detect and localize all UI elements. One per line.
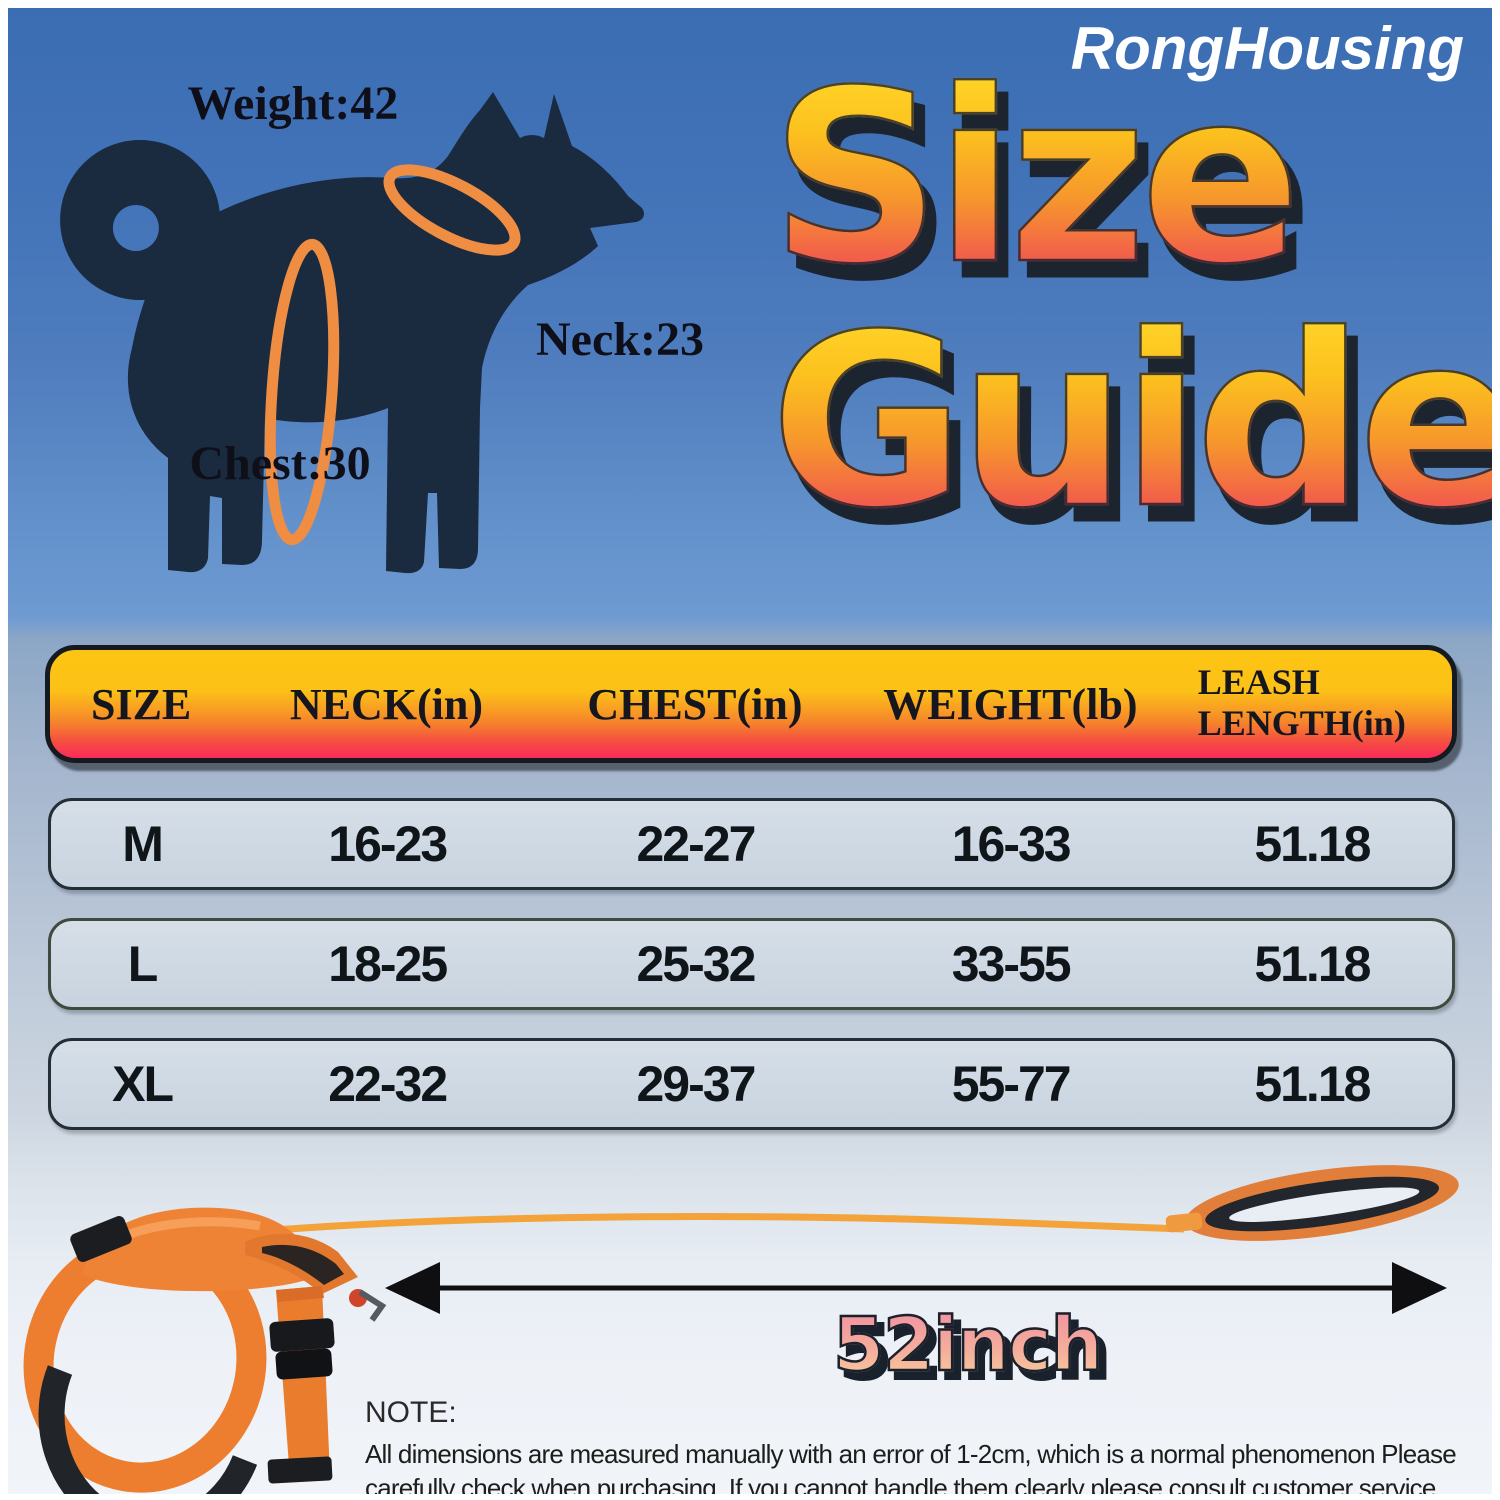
cell-chest: 22-27 — [636, 816, 757, 872]
size-table-header: SIZE NECK(in) CHEST(in) WEIGHT(lb) LEASH… — [45, 645, 1457, 763]
leash-length-shadow: 52inch — [838, 1314, 1112, 1392]
brand-logo-text: RongHousing — [1071, 14, 1464, 83]
harness-graphic — [23, 1207, 387, 1494]
cell-chest: 25-32 — [636, 936, 757, 992]
col-header-chest: CHEST(in) — [587, 679, 803, 729]
cell-neck: 16-23 — [328, 816, 448, 872]
table-row-l: L 18-25 25-32 33-55 51.18 — [48, 918, 1455, 1010]
cell-weight: 55-77 — [951, 1056, 1072, 1112]
leash-cord — [273, 1213, 1185, 1234]
title-size-fill: Size — [769, 40, 1303, 317]
table-row-m: M 16-23 22-27 16-33 51.18 — [48, 798, 1455, 890]
harness-strap-adjuster-bottom — [267, 1456, 333, 1484]
cell-size: XL — [112, 1056, 174, 1112]
dog-body — [127, 92, 644, 574]
title-guide-fill: Guide — [769, 284, 1492, 561]
cell-size: L — [127, 936, 159, 992]
cell-neck: 18-25 — [328, 936, 448, 992]
weight-measure-label: Weight:42 — [187, 77, 399, 130]
cell-leash: 51.18 — [1254, 1056, 1371, 1112]
cell-size: M — [122, 816, 164, 872]
cell-leash: 51.18 — [1254, 816, 1371, 872]
leash-clip — [1165, 1212, 1203, 1233]
neck-measure-label: Neck:23 — [536, 313, 704, 366]
harness-belly-strap — [276, 1286, 330, 1479]
harness-padding — [38, 1365, 258, 1494]
poster-canvas: RongHousing Size Size Guide Guide Weight… — [8, 8, 1492, 1494]
harness-buckle-top — [269, 1318, 335, 1352]
title-size-shadow: Size — [777, 72, 1314, 315]
dog-silhouette-diagram — [60, 92, 644, 574]
harness-carabiner — [358, 1289, 387, 1322]
size-table-body: M 16-23 22-27 16-33 51.18 L 18-25 25-32 … — [48, 798, 1455, 1158]
title-size: Size Size — [769, 58, 1314, 315]
table-row-xl: XL 22-32 29-37 55-77 51.18 — [48, 1038, 1455, 1130]
col-header-leash-length: LEASH LENGTH(in) — [1197, 662, 1406, 743]
leash-length-diagram — [273, 1165, 1459, 1314]
cell-chest: 29-37 — [636, 1056, 757, 1112]
harness-handle-underside — [262, 1244, 344, 1285]
length-arrow — [385, 1262, 1447, 1314]
neck-measure-ring — [383, 164, 521, 256]
title-guide-shadow: Guide — [777, 316, 1492, 559]
note-heading: NOTE: — [365, 1396, 457, 1429]
note-line-2: carefully check when purchasing. If you … — [365, 1472, 1436, 1494]
harness-strap-adjuster-top — [70, 1216, 132, 1262]
cell-leash: 51.18 — [1254, 936, 1371, 992]
cell-neck: 22-32 — [328, 1056, 448, 1112]
arrowhead-left — [385, 1262, 440, 1314]
leash-handle-hole — [1229, 1187, 1420, 1222]
cell-weight: 16-33 — [951, 816, 1072, 872]
title-guide: Guide Guide — [769, 302, 1492, 559]
leash-length-label: 52inch 52inch — [832, 1307, 1112, 1392]
col-header-size: SIZE — [90, 679, 192, 729]
arrowhead-right — [1392, 1262, 1447, 1314]
chest-measure-label: Chest:30 — [189, 437, 371, 490]
harness-buckle-bottom — [275, 1348, 333, 1380]
col-header-neck: NECK(in) — [289, 679, 484, 729]
col-header-weight: WEIGHT(lb) — [883, 679, 1138, 729]
harness-belly-strap-shade — [276, 1286, 324, 1302]
cell-weight: 33-55 — [951, 936, 1072, 992]
chest-measure-ring — [264, 238, 340, 546]
leash-length-fill: 52inch — [832, 1302, 1105, 1388]
note-line-1: All dimensions are measured manually wit… — [365, 1439, 1457, 1469]
note-block: NOTE: All dimensions are measured manual… — [365, 1396, 1490, 1494]
